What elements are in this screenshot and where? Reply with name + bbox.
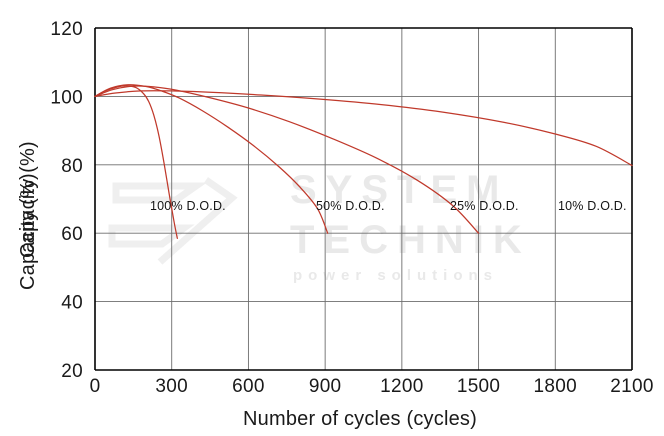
x-tick-1200: 1200 — [380, 376, 423, 397]
watermark-line3: power solutions — [293, 267, 498, 284]
x-axis-title: Number of cycles (cycles) — [243, 408, 477, 430]
x-tick-labels: 0 300 600 900 1200 1500 1800 2100 — [90, 376, 654, 397]
y-tick-60: 60 — [61, 224, 83, 245]
x-tick-1800: 1800 — [534, 376, 577, 397]
curve-10-d-o-d- — [94, 90, 633, 167]
x-tick-900: 900 — [309, 376, 342, 397]
x-tick-0: 0 — [90, 376, 101, 397]
watermark-logo-icon — [108, 177, 238, 265]
annotation-25-d-o-d-: 25% D.O.D. — [450, 199, 519, 213]
series-annotations: 100% D.O.D. 50% D.O.D. 25% D.O.D. 10% D.O.D… — [150, 199, 627, 213]
y-tick-40: 40 — [61, 293, 83, 314]
data-curves — [94, 84, 633, 239]
annotation-10-d-o-d-: 10% D.O.D. — [558, 199, 627, 213]
y-tick-120: 120 — [50, 19, 83, 40]
watermark-line2: TECHNIK — [290, 218, 531, 262]
curve-25-d-o-d- — [94, 85, 480, 234]
grid-lines — [95, 28, 632, 370]
y-axis-title: Capacity (%) — [17, 173, 39, 290]
annotation-100-d-o-d-: 100% D.O.D. — [150, 199, 226, 213]
x-tick-300: 300 — [155, 376, 188, 397]
y-axis-title-overlay: Capacity (%) — [17, 141, 39, 258]
x-tick-1500: 1500 — [457, 376, 500, 397]
annotation-50-d-o-d-: 50% D.O.D. — [316, 199, 385, 213]
curve-100-d-o-d- — [94, 85, 178, 239]
y-tick-20: 20 — [61, 361, 83, 382]
x-tick-2100: 2100 — [610, 376, 653, 397]
y-tick-labels: 20 40 60 80 100 120 — [50, 19, 83, 382]
y-tick-80: 80 — [61, 156, 83, 177]
x-tick-600: 600 — [232, 376, 265, 397]
y-tick-100: 100 — [50, 87, 83, 108]
curve-50-d-o-d- — [94, 84, 329, 234]
